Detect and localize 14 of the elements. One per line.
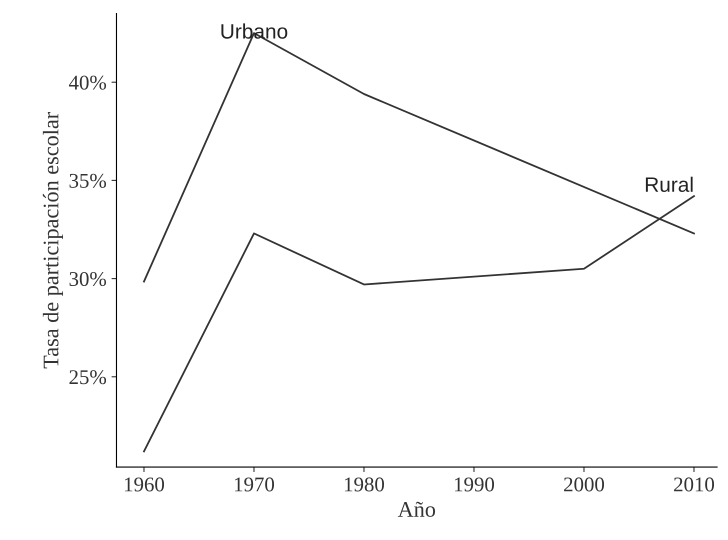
y-axis-title: Tasa de participación escolar — [42, 112, 64, 368]
x-tick-label: 2010 — [674, 477, 714, 492]
x-axis-title: Año — [398, 502, 436, 517]
x-tick-label: 1990 — [454, 477, 494, 492]
series-label: Rural — [646, 176, 693, 192]
x-tick-label: 1980 — [344, 477, 384, 492]
y-tick-label: 35% — [70, 174, 106, 188]
series-label: Urbano — [221, 23, 288, 39]
y-tick-label: 30% — [70, 272, 106, 286]
y-tick-label: 40% — [68, 76, 106, 90]
x-tick-label: 1960 — [124, 477, 164, 492]
x-tick-label: 2000 — [564, 477, 604, 492]
x-tick-label: 1970 — [234, 477, 274, 492]
y-tick-label: 25% — [69, 370, 106, 384]
